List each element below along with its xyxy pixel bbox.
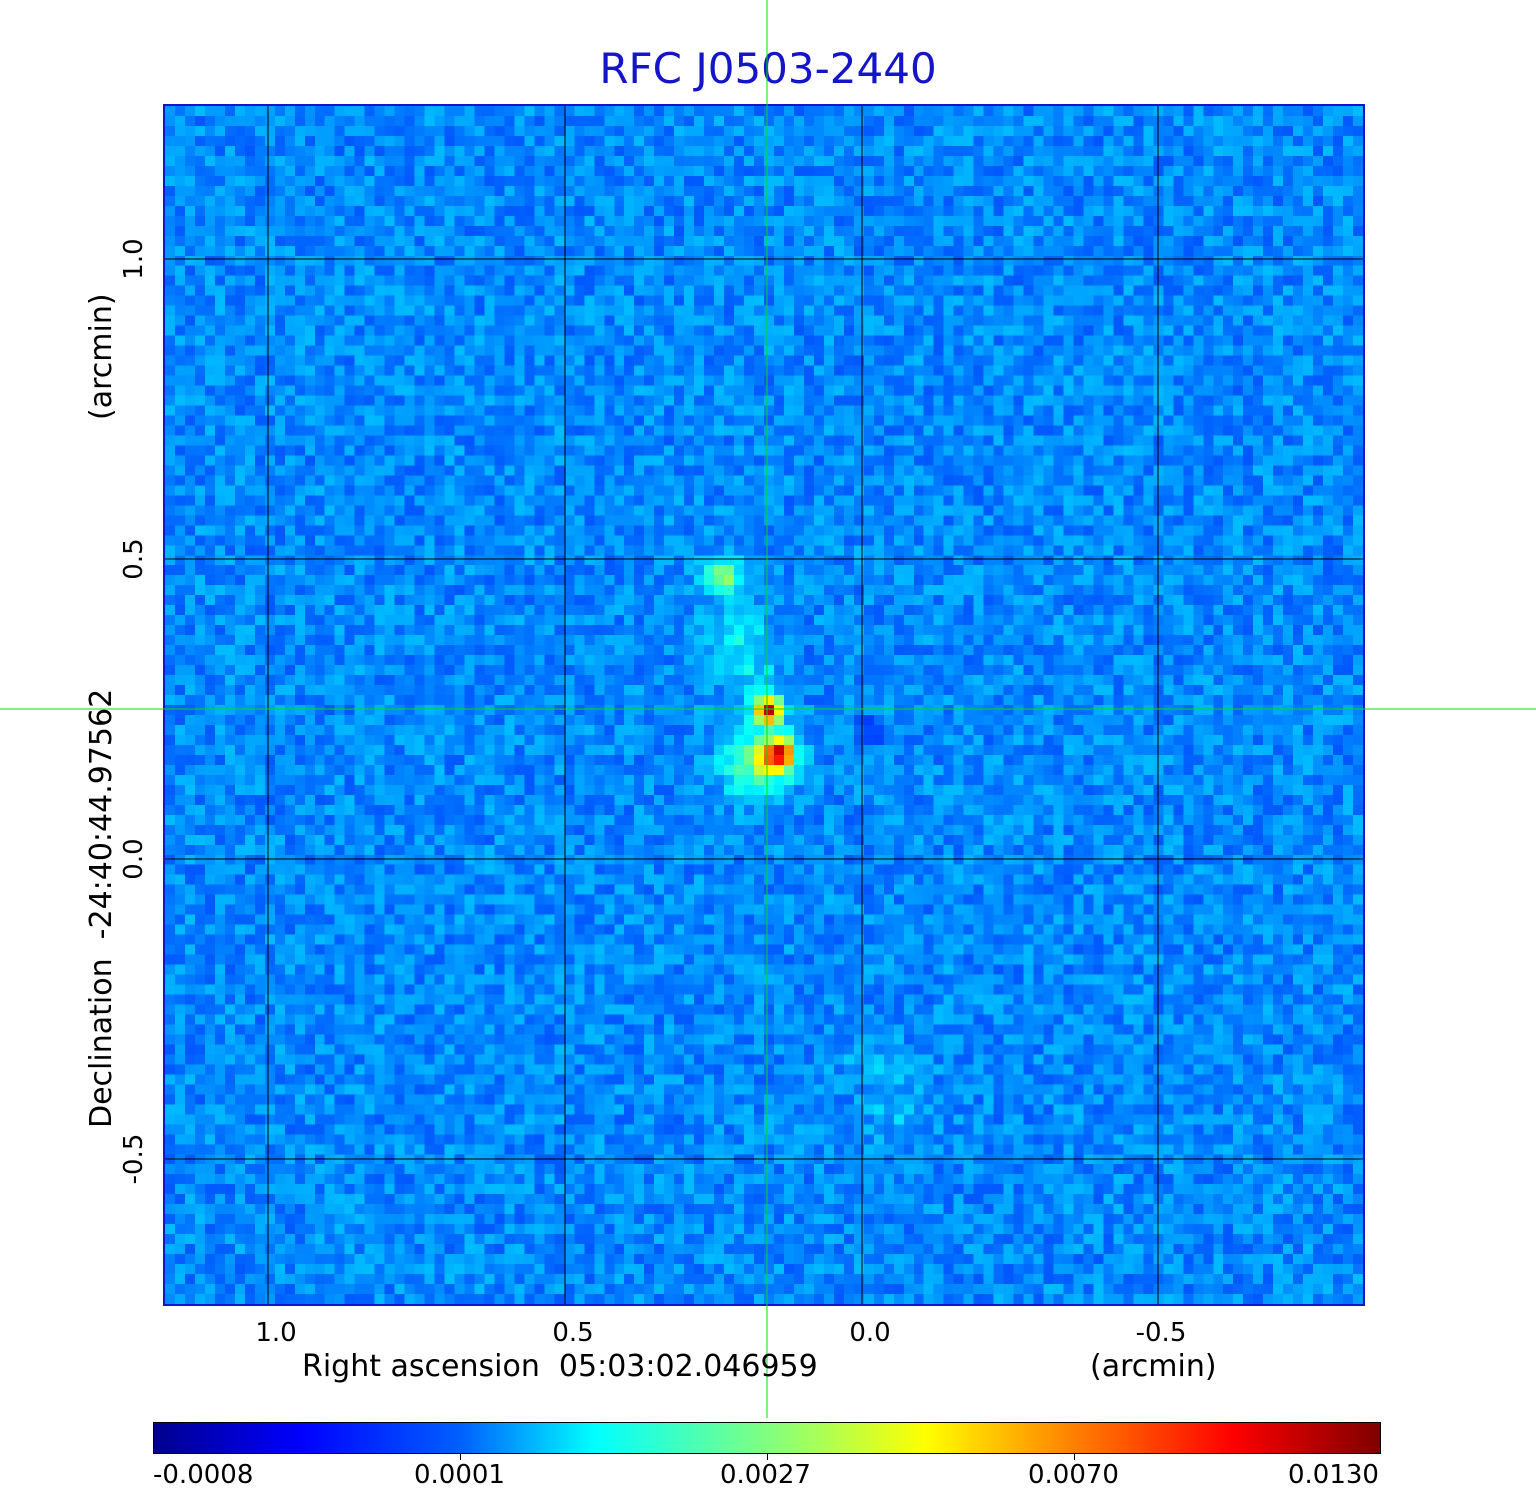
coordinate-grid xyxy=(165,106,1363,1304)
image-title: RFC J0503-2440 xyxy=(599,44,937,93)
y-tick-label: -0.5 xyxy=(119,1133,149,1185)
x-axis-unit: (arcmin) xyxy=(1090,1349,1217,1384)
x-tick-label: 0.0 xyxy=(849,1318,891,1348)
y-tick-label: 1.0 xyxy=(119,238,149,280)
x-tick-label: -0.5 xyxy=(1135,1318,1187,1348)
image-frame xyxy=(163,104,1365,1306)
y-axis-unit: (arcmin) xyxy=(84,293,119,420)
radio-intensity-map xyxy=(165,106,1363,1304)
x-axis-label: Right ascension 05:03:02.046959 xyxy=(302,1349,818,1384)
colorbar-tick-mark xyxy=(460,1454,461,1460)
colorbar-tick-mark xyxy=(767,1454,768,1460)
colorbar-tick-label: 0.0130 xyxy=(1288,1460,1379,1490)
colorbar-tick-label: -0.0008 xyxy=(153,1460,254,1490)
colorbar-tick-label: 0.0001 xyxy=(414,1460,505,1490)
x-tick-label: 1.0 xyxy=(255,1318,297,1348)
y-axis-label: Declination -24:40:44.97562 xyxy=(84,688,119,1128)
crosshair xyxy=(0,0,1536,1418)
colorbar xyxy=(153,1422,1381,1454)
colorbar-tick-label: 0.0070 xyxy=(1028,1460,1119,1490)
x-tick-label: 0.5 xyxy=(552,1318,594,1348)
colorbar-tick-mark xyxy=(1074,1454,1075,1460)
y-tick-label: 0.5 xyxy=(119,538,149,580)
y-tick-label: 0.0 xyxy=(119,838,149,880)
colorbar-tick-label: 0.0027 xyxy=(720,1460,811,1490)
